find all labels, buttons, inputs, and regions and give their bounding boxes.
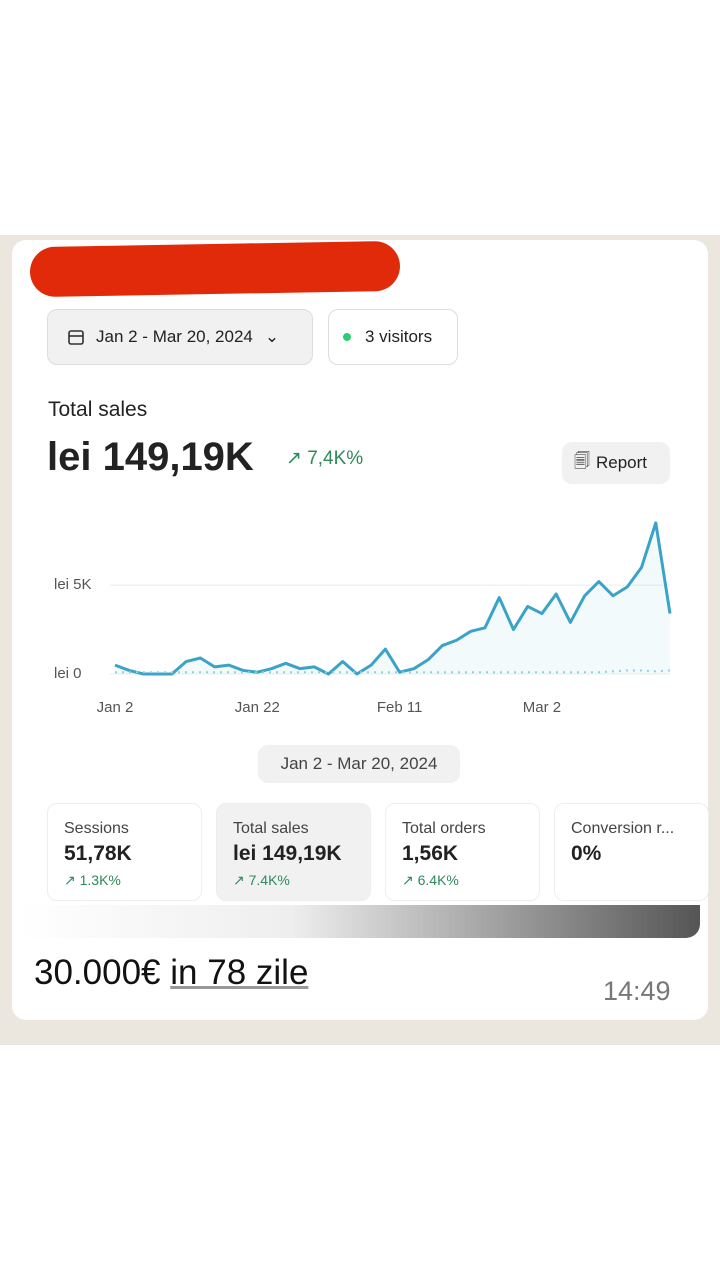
summary-change-value: 7,4K%: [307, 448, 364, 469]
card-title: Conversion r...: [571, 820, 675, 837]
summary-value: lei 149,19K: [47, 435, 254, 479]
summary-label: Total sales: [48, 398, 148, 421]
card-title: Sessions: [64, 820, 129, 837]
card-title: Total orders: [402, 820, 486, 837]
metric-card[interactable]: Total sales lei 149,19K ↗ 7.4K%: [216, 803, 371, 901]
range-pill: Jan 2 - Mar 20, 2024: [258, 745, 460, 783]
x-tick-label: Jan 22: [235, 699, 280, 716]
report-icon: 🗐: [574, 452, 590, 470]
card-change-value: 1.3K%: [79, 872, 121, 888]
area: [115, 522, 670, 674]
chevron: ⌄: [264, 327, 280, 346]
x-tick-label: Jan 2: [97, 699, 134, 716]
card-value: 51,78K: [64, 842, 132, 865]
card-change: ↗ 7.4K%: [233, 872, 290, 888]
range-label: Jan 2 - Mar 20, 2024: [280, 754, 438, 773]
report-label: Report: [595, 453, 648, 472]
date-button[interactable]: Jan 2 - Mar 20, 2024 ⌄: [47, 309, 313, 365]
report-button[interactable]: 🗐 Report: [562, 442, 670, 484]
card-change: ↗ 6.4K%: [402, 872, 459, 888]
message-amount: 30.000€: [34, 953, 161, 992]
card-title: Total sales: [233, 820, 309, 837]
line: [114, 521, 672, 676]
x-tick-label: Mar 2: [523, 699, 561, 716]
card-change-value: 6.4K%: [417, 872, 459, 888]
y-tick-label: lei 0: [54, 665, 82, 682]
metric-card[interactable]: Sessions 51,78K ↗ 1.3K%: [47, 803, 202, 901]
card-value: 0%: [571, 842, 602, 865]
message-time: 14:49: [603, 976, 671, 1006]
metric-card[interactable]: Conversion r... 0%: [554, 803, 709, 901]
y-tick-label: lei 5K: [54, 576, 92, 593]
calendar-icon: [68, 330, 84, 345]
metric-card[interactable]: Total orders 1,56K ↗ 6.4K%: [385, 803, 540, 901]
date-range: Jan 2 - Mar 20, 2024: [96, 327, 253, 346]
visitors: 3 visitors: [365, 327, 433, 346]
x-tick-label: Feb 11: [377, 699, 423, 716]
card-change-value: 7.4K%: [248, 872, 290, 888]
summary-change: ↗ 7,4K%: [286, 448, 364, 469]
card-change: ↗ 1.3K%: [64, 872, 121, 888]
visitors-button[interactable]: 3 visitors: [328, 309, 458, 365]
redaction: [29, 240, 401, 298]
message-text: 30.000€ in 78 zile: [34, 953, 308, 993]
live-dot: [343, 333, 351, 341]
card-value: lei 149,19K: [233, 842, 342, 865]
message-link[interactable]: in 78 zile: [170, 953, 309, 992]
screenshot-shadow: [20, 905, 700, 938]
chart: lei 0 lei 5K Jan 2 Jan 22 Feb 11 Mar 2: [54, 521, 672, 716]
card-value: 1,56K: [402, 842, 459, 865]
line: [115, 669, 671, 674]
